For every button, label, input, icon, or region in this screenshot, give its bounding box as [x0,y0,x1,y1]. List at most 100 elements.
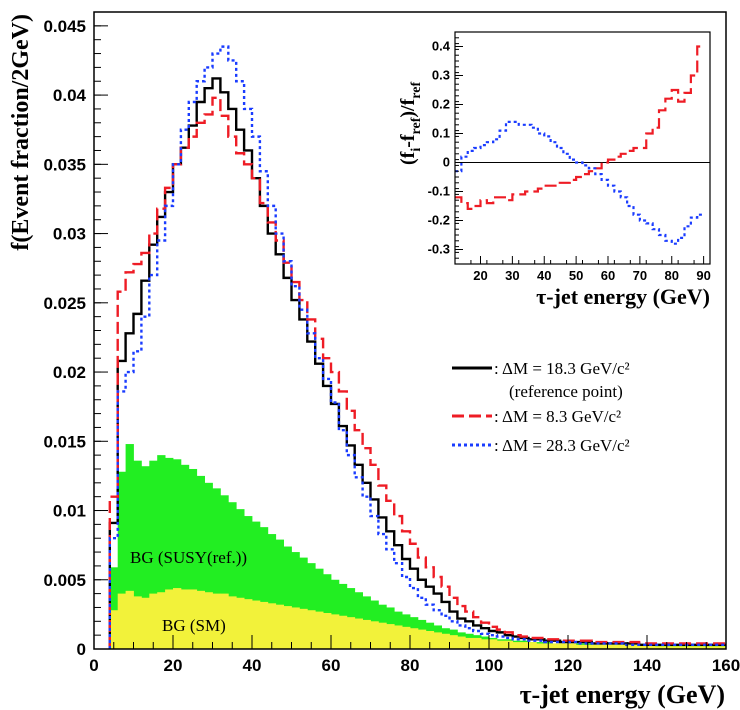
fill-bar-1-74 [694,646,703,649]
series-line-0 [455,45,704,210]
fill-bar-1-56 [552,643,561,649]
inset-x-tick-labels: 20 30 40 50 60 70 80 90 [473,268,711,283]
fill-bar-1-48 [489,639,498,649]
legend-sublabel-ref: (reference point) [509,382,623,401]
fill-bar-1-39 [417,629,427,649]
inset-series-lines [455,45,704,245]
legend-label-ref: : ΔM = 18.3 GeV/c² [494,359,630,378]
x-tick-label-3: 50 [569,268,583,283]
x-tick-label-2: 40 [243,656,262,675]
legend-label-8p3: : ΔM = 8.3 GeV/c² [494,407,621,426]
fill-bar-1-53 [528,642,537,649]
inset-y-axis-title: (fi-fref)/fref [397,82,424,165]
inset-plot: 20 30 40 50 60 70 80 90 -0.3 -0.2 -0.1 0 0.1 0.2 0.3 0… [397,31,711,309]
y-tick-label-6: 0.03 [53,225,86,244]
background-fills [109,444,727,649]
fill-bar-0-24 [299,557,308,649]
y-tick-label-9: 0.045 [43,17,86,36]
fill-bar-1-32 [362,619,371,649]
fill-bar-1-71 [670,646,679,649]
fill-bar-1-73 [686,646,695,649]
fill-bar-0-26 [315,568,324,649]
inset-ylabel-part-0: (f [397,151,419,165]
fill-bar-1-66 [631,644,640,649]
fill-bar-1-0 [109,610,119,649]
x-tick-label-7: 140 [633,656,661,675]
y-tick-label-5: 0.2 [432,97,450,112]
fill-bar-0-4 [141,466,150,649]
fill-bar-1-20 [267,603,277,649]
x-tick-label-1: 20 [164,656,183,675]
fill-bar-0-17 [244,516,253,649]
main-x-tick-labels: 0 20 40 60 80 100 120 140 160 [89,656,740,675]
y-tick-label-7: 0.035 [43,155,86,174]
y-tick-label-3: 0 [443,155,450,170]
fill-bar-1-57 [560,643,569,649]
fill-bar-1-3 [133,596,142,649]
series-line-1 [455,120,704,245]
inset-ticks [454,31,711,265]
fill-bar-1-25 [307,610,316,649]
fill-bar-1-11 [196,590,205,649]
fill-bar-1-33 [370,621,379,649]
fill-bar-1-5 [149,593,158,649]
fill-bar-1-59 [575,644,585,649]
y-tick-label-3: 0.015 [43,432,86,451]
x-tick-label-2: 40 [537,268,551,283]
y-tick-label-0: 0 [77,640,86,659]
fill-bar-0-3 [133,460,142,649]
fill-bar-0-13 [212,488,221,649]
fill-bar-1-19 [259,601,269,649]
y-tick-label-2: -0.1 [428,184,450,199]
fill-bar-1-7 [165,589,174,649]
y-tick-label-4: 0.02 [53,363,86,382]
fill-bar-0-1 [117,471,126,649]
inset-ylabel-sub-i: i [409,148,424,152]
fill-bar-0-27 [323,574,332,649]
x-tick-label-0: 20 [473,268,487,283]
fill-bar-1-9 [180,589,190,649]
x-tick-label-3: 60 [322,656,341,675]
fill-bar-1-43 [449,635,458,649]
fill-bar-1-22 [283,606,292,649]
fill-bar-1-47 [481,639,490,649]
y-tick-label-4: 0.1 [432,126,450,141]
x-tick-label-5: 100 [475,656,503,675]
fill-bar-1-77 [718,646,727,649]
fill-bar-1-40 [425,630,435,649]
fill-bar-1-4 [141,597,150,649]
fill-bar-1-62 [599,644,608,649]
legend: : ΔM = 18.3 GeV/c² (reference point) : Δ… [452,359,630,455]
y-tick-label-1: 0.005 [43,571,86,590]
fill-bar-1-63 [607,644,616,649]
fill-bar-0-14 [220,495,229,649]
fill-bar-1-58 [568,643,577,649]
fill-bar-1-21 [275,604,284,649]
fill-bar-1-14 [220,593,229,649]
main-series-lines [108,45,726,649]
inset-y-tick-labels: -0.3 -0.2 -0.1 0 0.1 0.2 0.3 0.4 [428,39,451,257]
main-x-axis-title: τ-jet energy (GeV) [520,680,725,709]
fill-bar-0-15 [228,502,237,649]
fill-bar-0-18 [252,521,261,649]
fill-bar-1-42 [441,633,450,649]
x-tick-label-0: 0 [89,656,98,675]
main-plot: 0 20 40 60 80 100 120 140 160 0 0.005 0.01 0.015 0.0… [8,11,740,709]
fill-bar-1-69 [654,646,664,649]
fill-bar-0-21 [275,539,284,649]
fill-bar-0-12 [204,482,213,649]
fill-bar-0-5 [149,460,158,649]
bg-susy-label: BG (SUSY(ref.)) [130,548,247,567]
fill-bar-1-26 [315,611,324,649]
fill-bar-1-72 [678,646,687,649]
fill-bar-1-17 [244,599,253,649]
fill-bar-1-46 [473,637,482,649]
legend-label-28p3: : ΔM = 28.3 GeV/c² [494,436,630,455]
y-tick-label-5: 0.025 [43,294,86,313]
fill-bar-1-28 [331,614,340,649]
x-tick-label-8: 160 [712,656,740,675]
x-tick-label-4: 60 [601,268,615,283]
fill-bar-1-41 [433,632,442,649]
fill-bar-0-8 [173,459,182,649]
